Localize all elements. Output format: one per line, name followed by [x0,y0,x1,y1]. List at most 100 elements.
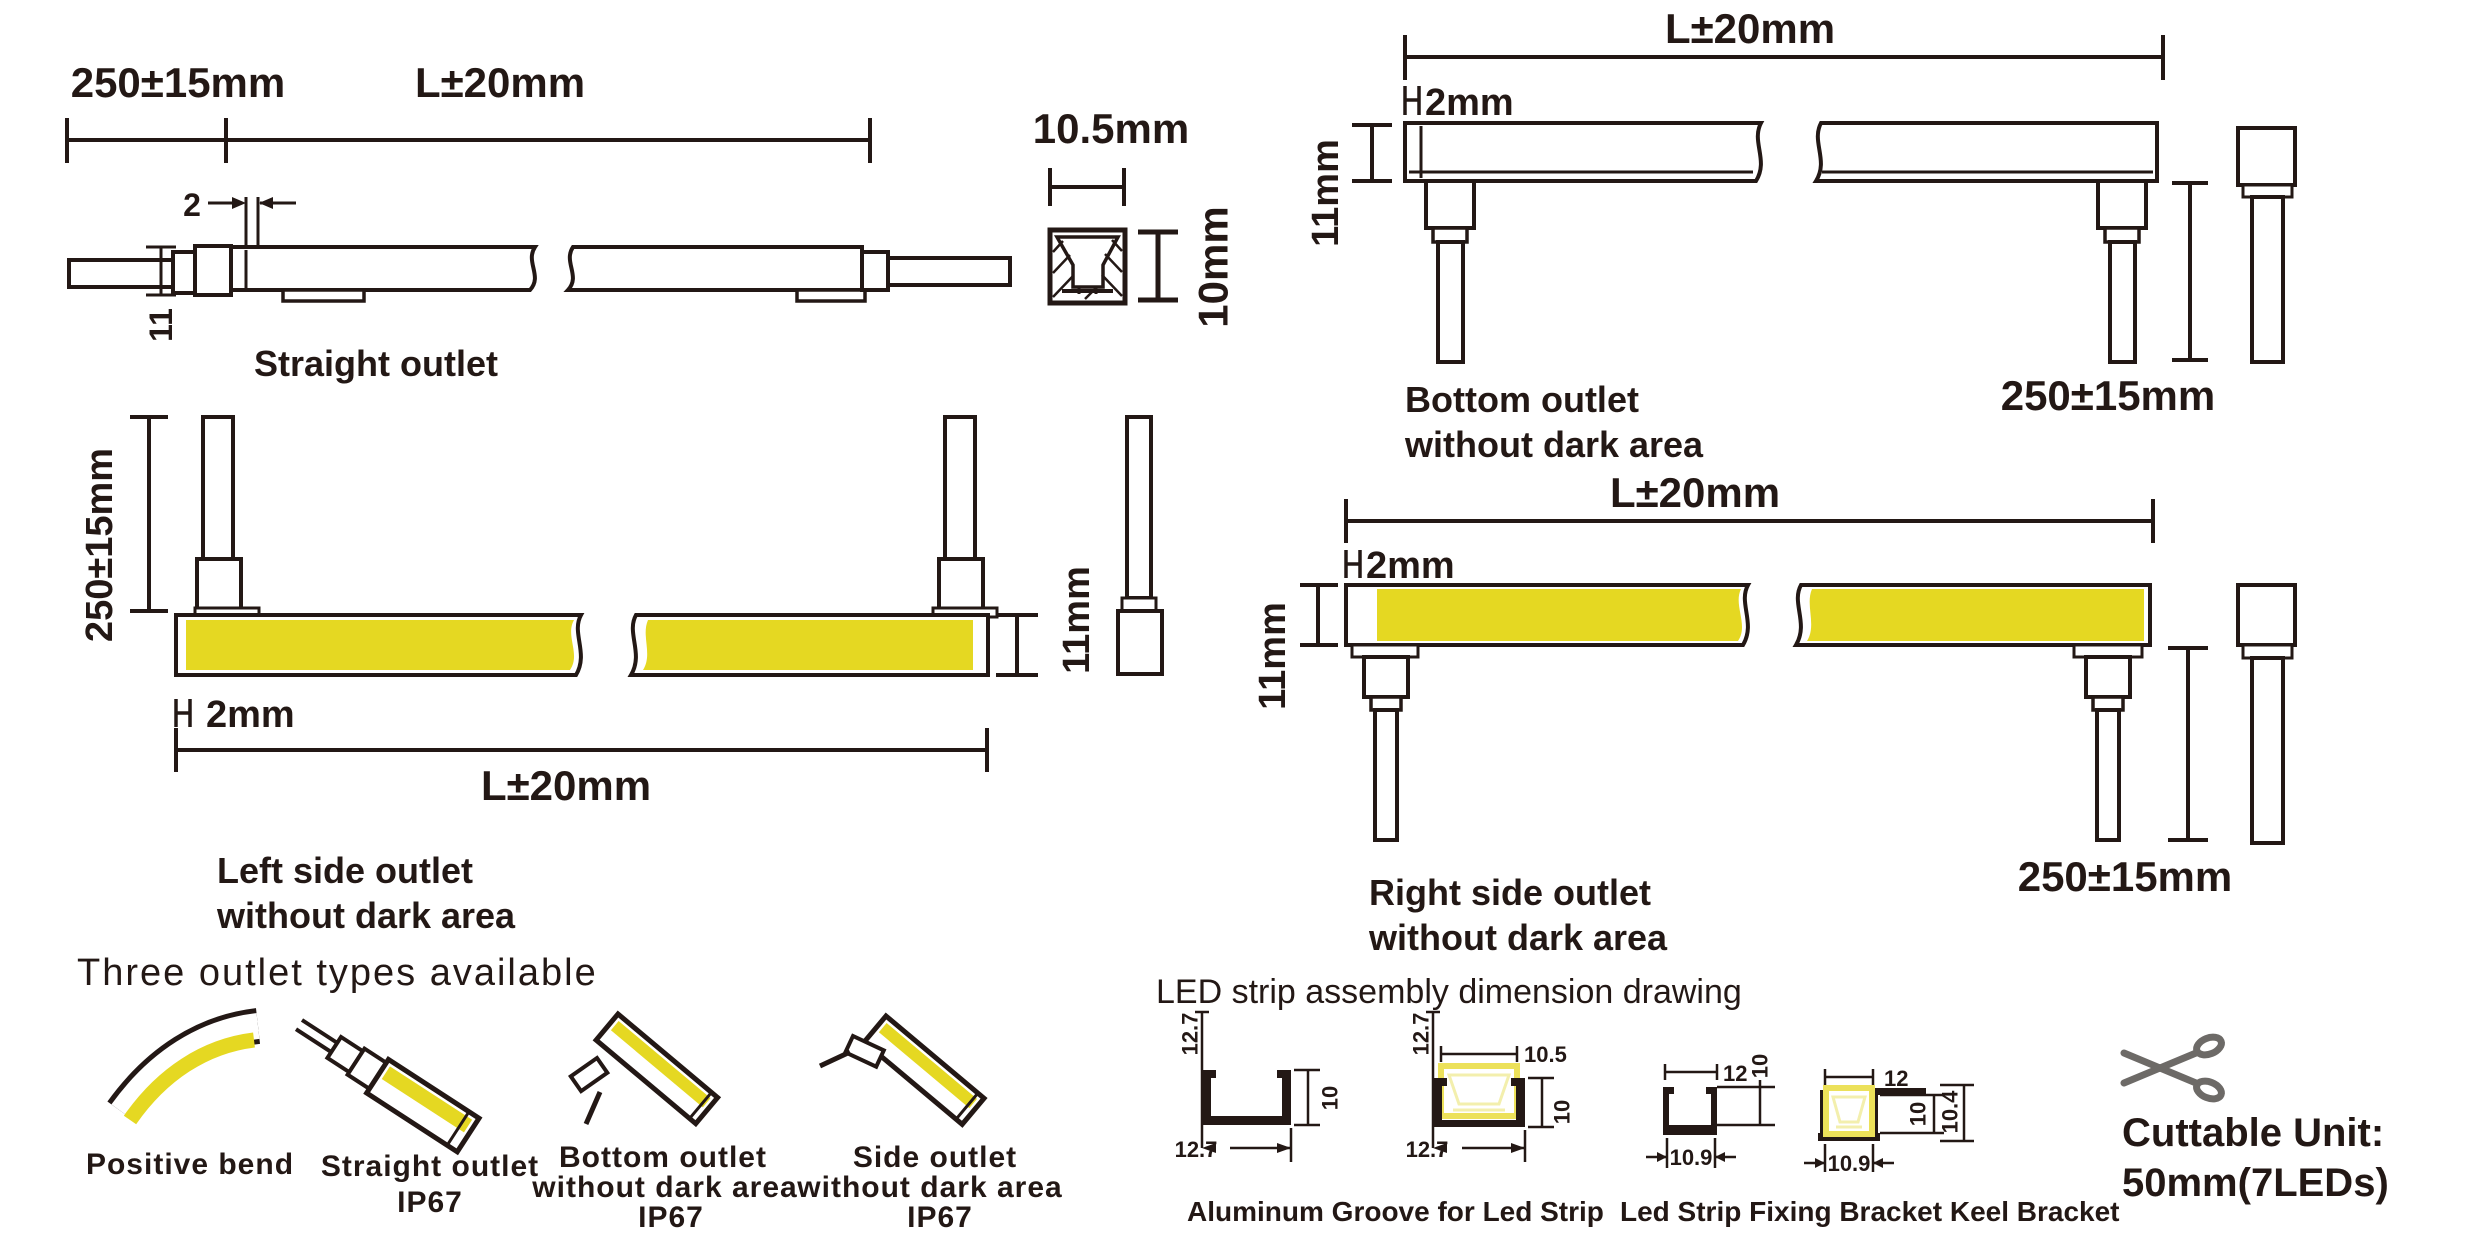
side-outlet-label2: without dark area [796,1171,1062,1204]
assembly-heading: LED strip assembly dimension drawing [1156,973,1742,1011]
dim-12-7-left: 12.7 [1409,1013,1434,1056]
dim-label-11mm: 11mm [1252,602,1294,710]
strip-side-view [1403,121,2159,364]
dimension-11: 11 [143,245,179,342]
led-strip-in-groove [1438,1063,1520,1119]
strip-body-left [229,245,539,292]
dim-label-width: 10.5mm [1033,105,1189,152]
dim-label-2mm: 2mm [1425,82,1514,124]
left-side-outlet-subtitle: without dark area [216,895,516,936]
cuttable-unit-value: 50mm(7LEDs) [2122,1161,2389,1205]
dimension-11mm [996,613,1038,677]
strip-side-view [174,613,990,677]
dim-label-11mm: 11mm [1056,566,1098,674]
bottom-outlet-ip-label: IP67 [638,1201,704,1234]
strip-side-view [67,244,1012,303]
profile-section [1047,227,1128,306]
dimension-line-top [1344,499,2155,543]
strip-glow-left [186,620,575,670]
dim-10-right: 10 [1906,1102,1931,1126]
dim-12-7-left: 12.7 [1178,1013,1203,1056]
dim-10-right: 10 [1550,1100,1575,1124]
left-side-outlet-title: Left side outlet [217,850,473,891]
dimension-width [1048,168,1126,206]
straight-outlet-drawing: 250±15mm L±20mm 2 [65,59,1012,384]
aluminum-groove-empty: 12.7 12.7 10 [1175,1010,1343,1162]
aluminum-groove-with-strip: 12.7 10.5 12.7 10 [1406,1010,1575,1162]
straight-outlet-title: Straight outlet [254,343,498,384]
side-outlet-icon [818,1012,988,1128]
dim-label-length: L±20mm [1610,469,1780,516]
dim-12-7-bottom: 12.7 [1406,1137,1449,1162]
wire-right [2096,179,2148,364]
dim-label-2: 2 [183,187,201,223]
strip-glow-right [1807,589,2144,641]
strip-body-left [1403,121,1765,183]
strip-side-view [1344,583,2152,842]
side-outlet-label: Side outlet [853,1141,1017,1174]
dim-label-11: 11 [143,308,179,342]
side-outlet-ip-label: IP67 [907,1201,973,1234]
dim-10-right: 10 [1748,1054,1773,1078]
bottom-outlet-subtitle: without dark area [1404,424,1704,465]
straight-outlet-icon [294,1018,483,1156]
strip-glow-left [1377,589,1743,641]
right-side-outlet-drawing: L±20mm 2mm 11mm [1252,469,2297,958]
dimension-height [1138,229,1178,303]
strip-glow-right [643,620,973,670]
dim-label-250: 250±15mm [79,448,121,642]
bottom-outlet-icon [568,1010,722,1128]
mount-foot [281,288,366,303]
cuttable-unit-section: Cuttable Unit: 50mm(7LEDs) [2120,1033,2389,1205]
dim-12-top: 12 [1884,1066,1908,1091]
connector-body [193,244,233,297]
dim-label-2mm: 2mm [206,694,295,736]
dim-label-11mm: 11mm [1305,139,1347,247]
outlet-types-heading: Three outlet types available [77,952,598,994]
end-wire [886,256,1012,287]
mount-foot [795,288,867,303]
dimension-length [174,728,989,772]
hatching [1052,239,1123,300]
dimension-250 [130,415,168,613]
positive-bend-icon [107,1008,261,1125]
dimension-250 [2172,181,2208,362]
end-connector [860,250,890,292]
dim-10-4-right: 10.4 [1938,1090,1963,1134]
cross-section-drawing: 10.5mm 10mm [1033,105,1237,328]
wire-right [2072,643,2144,842]
dimension-2mm [1344,550,1362,578]
dimension-line-top [1403,35,2165,80]
assembly-section: LED strip assembly dimension drawing 12.… [1156,973,2120,1227]
dim-label-height: 10mm [1190,206,1237,327]
connector-step [171,250,197,295]
bottom-outlet-label2: without dark area [531,1171,797,1204]
dimension-11mm [1352,123,1392,183]
dimension-2mm [1403,86,1421,115]
dimension-11mm [1300,583,1338,647]
dim-label-length: L±20mm [481,762,651,809]
led-strip-in-bracket [1823,1085,1875,1137]
dim-label-250: 250±15mm [2018,853,2233,900]
dimension-2mm [174,699,192,727]
groove-caption: Aluminum Groove for Led Strip [1187,1196,1604,1227]
strip-body-right [1812,121,2159,183]
dim-10-5-top: 10.5 [1524,1042,1567,1067]
wire [67,258,175,289]
dim-10-9-bottom: 10.9 [1828,1151,1871,1176]
dim-12-top: 12 [1723,1061,1747,1086]
outlet-types-section: Three outlet types available Positive be… [77,952,1062,1234]
dim-12-7-bottom: 12.7 [1175,1137,1218,1162]
left-side-outlet-drawing: 250±15mm 2mm 11mm [79,415,1164,936]
wire-left [193,415,261,619]
bottom-outlet-title: Bottom outlet [1405,379,1639,420]
right-side-outlet-title: Right side outlet [1369,872,1651,913]
bottom-outlet-drawing: L±20mm 2mm 11mm [1305,5,2297,465]
connector-detail-view [2236,126,2297,364]
dim-label-250: 250±15mm [71,59,286,106]
cuttable-unit-label: Cuttable Unit: [2122,1111,2384,1155]
dimension-250 [2168,646,2208,842]
dim-label-length: L±20mm [415,59,585,106]
